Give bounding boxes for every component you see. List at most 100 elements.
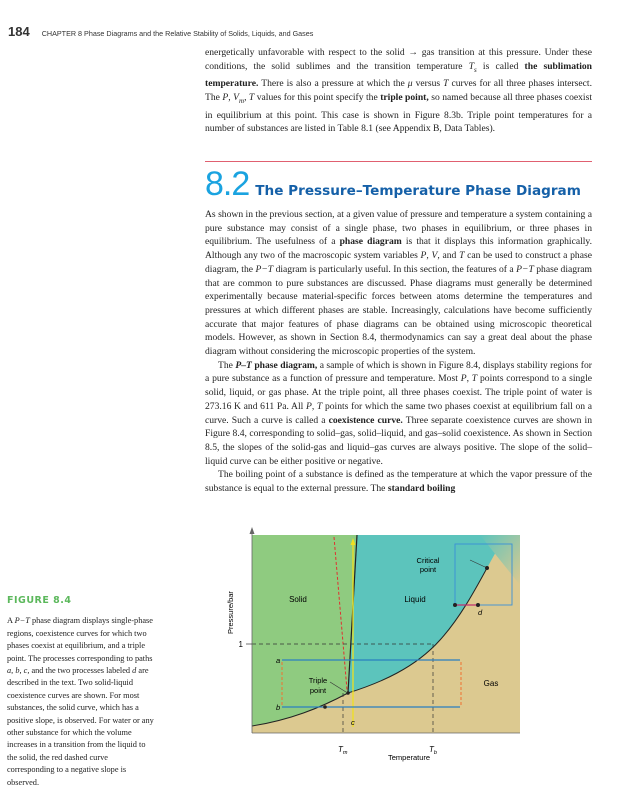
text-run: , <box>228 92 234 104</box>
figure-label: FIGURE 8.4 <box>7 595 72 606</box>
text-run: , <box>426 250 432 262</box>
text-run: V <box>233 92 239 104</box>
text-run: triple point, <box>380 92 429 104</box>
critical-point-marker <box>485 566 489 570</box>
paragraph: The boiling point of a substance is defi… <box>205 468 592 495</box>
y-axis-arrow-icon <box>249 527 255 534</box>
text-run: coexistence curve. <box>328 414 403 426</box>
text-run: , <box>11 665 16 675</box>
running-header: 184 CHAPTER 8 Phase Diagrams and the Rel… <box>8 24 313 39</box>
paragraph: The P–T phase diagram, a sample of which… <box>205 359 592 469</box>
text-run: A <box>7 616 15 626</box>
section-title: The Pressure–Temperature Phase Diagram <box>255 183 581 199</box>
x-tick-tm: Tm <box>338 745 348 756</box>
text-run: is called <box>476 60 525 72</box>
text-run: points correspond to a single solid, liq… <box>205 373 592 412</box>
caption-text: A P−T phase diagram displays single-phas… <box>7 615 157 789</box>
triple-point-marker <box>346 691 350 695</box>
y-axis-label: Pressure/bar <box>226 591 235 634</box>
path-c-label: c <box>351 718 355 727</box>
text-run: V <box>431 250 438 262</box>
water-fusion-curve <box>333 536 348 691</box>
sublimation-curve <box>251 692 349 727</box>
text-run: T <box>443 78 449 90</box>
text-run: values for this point specify the <box>254 92 381 104</box>
y-tick-1: 1 <box>239 640 244 649</box>
b-sublimation-point <box>323 705 327 709</box>
x-tick-tb: Tb <box>429 745 437 756</box>
text-run: There is also a pressure at which the <box>258 78 408 90</box>
text-run: , and the two processes labeled <box>27 665 133 675</box>
text-run: , and <box>437 250 460 262</box>
solid-label: Solid <box>289 595 307 604</box>
text-run: T <box>248 92 255 104</box>
text-run: a <box>7 665 12 675</box>
path-a-label: a <box>276 656 280 665</box>
text-run: T <box>316 400 323 412</box>
caption-paragraph: A P−T phase diagram displays single-phas… <box>7 615 157 789</box>
solid-region <box>252 535 357 726</box>
triple-leader <box>329 681 347 693</box>
text-run: curves for all three phases intersect. T… <box>205 78 592 104</box>
text-run: P−T <box>14 616 30 626</box>
figure-caption: FIGURE 8.4 A P−T phase diagram displays … <box>7 595 157 797</box>
text-run: points for which the same two phases coe… <box>205 400 593 426</box>
text-run: the sublimation temperature. <box>205 60 593 90</box>
intro-text: energetically unfavorable with respect t… <box>205 46 592 136</box>
liquid-region <box>348 535 520 693</box>
text-run: diagram is particularly useful. In this … <box>273 263 517 275</box>
text-run: P <box>420 250 427 262</box>
text-run: As shown in the previous section, at a g… <box>205 209 592 248</box>
gas-label: Gas <box>484 679 499 688</box>
text-run: T <box>459 250 465 262</box>
path-b-label: b <box>276 703 280 712</box>
text-run: P−T <box>255 263 274 275</box>
text-run: , <box>311 400 317 412</box>
text-run: , <box>19 665 24 675</box>
text-run: P−T <box>516 263 534 275</box>
text-run: , <box>466 373 472 385</box>
text-run: P <box>460 373 467 385</box>
text-run: phase diagram that are common to pure su… <box>205 263 592 358</box>
section-heading: 8.2 The Pressure–Temperature Phase Diagr… <box>205 165 581 204</box>
vaporization-curve <box>347 567 488 694</box>
text-run: , <box>244 92 249 104</box>
path-d-label: d <box>478 608 483 617</box>
text-run: standard boiling <box>387 483 456 495</box>
text-run: is that it displays this information gra… <box>205 236 592 262</box>
text-run: The boiling point of a substance is defi… <box>205 469 592 495</box>
text-run: a sample of which is shown in Figure 8.4… <box>205 359 592 385</box>
path-d-loop <box>454 543 513 606</box>
text-run: phase diagram <box>339 236 402 248</box>
text-run: μ <box>407 78 413 90</box>
text-run: T <box>471 373 478 385</box>
text-run: The <box>218 359 236 371</box>
section-number: 8.2 <box>205 165 250 203</box>
liquid-label: Liquid <box>404 595 425 604</box>
running-title: CHAPTER 8 Phase Diagrams and the Relativ… <box>41 29 314 38</box>
triple-point-label-1: Triple <box>309 676 327 685</box>
supercritical-fade <box>480 535 520 585</box>
critical-leader <box>469 559 486 568</box>
d-point-liquid <box>453 603 457 607</box>
text-run: P–T <box>235 359 252 371</box>
paragraph: energetically unfavorable with respect t… <box>205 46 592 136</box>
section-divider <box>205 161 592 162</box>
text-run: so named because all three phases coexis… <box>205 92 592 135</box>
text-run: c <box>23 665 28 675</box>
arrow-icon <box>350 538 356 545</box>
text-run: d <box>132 665 137 675</box>
body-text: As shown in the previous section, at a g… <box>205 208 592 496</box>
critical-point-label-1: Critical <box>417 556 440 565</box>
critical-point-label-2: point <box>420 565 437 574</box>
text-run: are described in the text. Two solid-liq… <box>7 665 154 787</box>
text-run: P <box>222 92 229 104</box>
text-run: P <box>305 400 312 412</box>
text-run: versus <box>412 78 444 90</box>
text-run: m <box>239 96 245 105</box>
text-run: phase diagram displays single-phase regi… <box>7 616 153 663</box>
paragraph: As shown in the previous section, at a g… <box>205 208 592 359</box>
triple-point-label-2: point <box>310 686 327 695</box>
x-axis-label: Temperature <box>388 753 430 762</box>
